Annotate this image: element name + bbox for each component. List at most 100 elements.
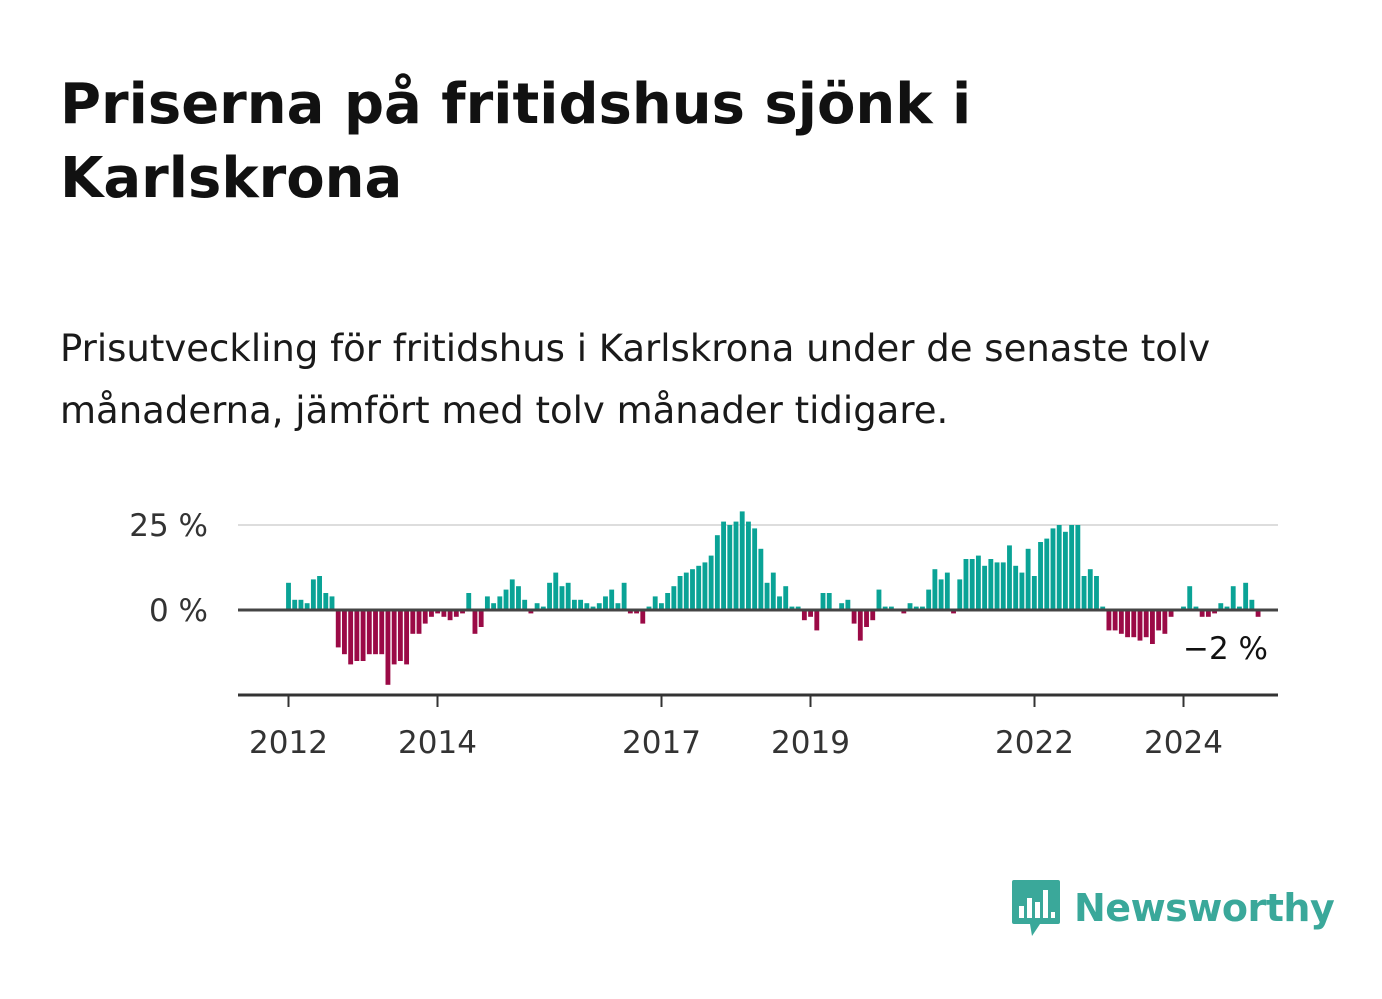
bar bbox=[764, 582, 770, 610]
chart-title: Priserna på fritidshus sjönk i Karlskron… bbox=[60, 72, 972, 211]
bar bbox=[1205, 610, 1211, 617]
bar bbox=[882, 606, 888, 610]
bar bbox=[335, 610, 341, 648]
bar bbox=[397, 610, 403, 661]
bar bbox=[864, 610, 869, 627]
bar bbox=[596, 603, 602, 610]
bar bbox=[1199, 610, 1205, 617]
bar bbox=[789, 606, 795, 610]
bar bbox=[304, 603, 310, 610]
bar bbox=[404, 610, 410, 665]
bar bbox=[963, 559, 969, 610]
bar bbox=[988, 559, 994, 610]
bar bbox=[497, 596, 503, 610]
bar bbox=[1106, 610, 1112, 631]
bar bbox=[1013, 565, 1019, 610]
bar bbox=[329, 596, 335, 610]
bar bbox=[609, 589, 615, 610]
bar bbox=[777, 596, 782, 610]
bar bbox=[640, 610, 646, 624]
bar bbox=[876, 589, 882, 610]
bar bbox=[702, 562, 708, 610]
bar bbox=[808, 610, 814, 617]
bar bbox=[920, 606, 925, 610]
bar bbox=[385, 610, 391, 685]
bar bbox=[1062, 531, 1068, 610]
bar bbox=[1100, 606, 1106, 610]
bar bbox=[683, 572, 689, 610]
bar bbox=[348, 610, 354, 665]
bar bbox=[926, 589, 932, 610]
bar bbox=[658, 603, 664, 610]
bar bbox=[528, 610, 534, 614]
bar bbox=[721, 521, 726, 610]
bar bbox=[1131, 610, 1137, 638]
bar bbox=[1056, 525, 1062, 610]
bar bbox=[1118, 610, 1124, 634]
bar bbox=[453, 610, 459, 617]
bar bbox=[1218, 603, 1224, 610]
bar bbox=[1156, 610, 1162, 631]
x-tick-label: 2022 bbox=[995, 725, 1074, 761]
bar bbox=[969, 559, 975, 610]
bar bbox=[410, 610, 416, 634]
bar bbox=[1007, 545, 1012, 610]
bar bbox=[932, 569, 938, 610]
bar bbox=[540, 606, 546, 610]
last-value-label: −2 % bbox=[1183, 631, 1268, 667]
newsworthy-logo-icon bbox=[1012, 880, 1060, 936]
x-tick-label: 2019 bbox=[771, 725, 850, 761]
bar bbox=[553, 572, 559, 610]
bar bbox=[571, 599, 577, 610]
bar bbox=[752, 528, 758, 610]
bar bbox=[739, 511, 745, 610]
bar bbox=[982, 565, 988, 610]
bar bbox=[1125, 610, 1130, 638]
bar bbox=[503, 589, 509, 610]
bar bbox=[1094, 576, 1099, 610]
bar bbox=[310, 579, 316, 610]
bar bbox=[857, 610, 863, 641]
bar bbox=[708, 555, 714, 610]
bar bbox=[379, 610, 385, 655]
bar bbox=[1031, 576, 1037, 610]
x-tick-label: 2012 bbox=[249, 725, 328, 761]
bar bbox=[429, 610, 434, 617]
bar-chart: 25 % 0 % 2012 2014 2017 2019 2022 2024 −2 % bbox=[129, 508, 1278, 761]
bar bbox=[814, 610, 820, 631]
bar bbox=[851, 610, 857, 624]
bar bbox=[416, 610, 422, 634]
bar bbox=[373, 610, 378, 655]
bar bbox=[484, 596, 490, 610]
bar bbox=[1181, 606, 1186, 610]
x-tick-label: 2017 bbox=[622, 725, 701, 761]
bar bbox=[1255, 610, 1261, 617]
bar bbox=[1143, 610, 1149, 638]
chart-subtitle: Prisutveckling för fritidshus i Karlskro… bbox=[60, 327, 1211, 432]
bar bbox=[615, 603, 621, 610]
bar bbox=[323, 593, 329, 610]
bar bbox=[584, 603, 590, 610]
bar bbox=[441, 610, 447, 617]
bar bbox=[1000, 562, 1006, 610]
bar bbox=[1249, 599, 1255, 610]
bar bbox=[671, 586, 677, 610]
bar bbox=[795, 606, 801, 610]
bar bbox=[603, 596, 608, 610]
bar bbox=[627, 610, 633, 614]
bar bbox=[516, 586, 521, 610]
y-tick-label: 25 % bbox=[129, 508, 208, 544]
bar bbox=[1112, 610, 1118, 631]
bar bbox=[354, 610, 360, 661]
bar bbox=[1044, 538, 1050, 610]
bar bbox=[634, 610, 639, 614]
bar bbox=[391, 610, 397, 665]
bar bbox=[1081, 576, 1087, 610]
bar bbox=[286, 582, 291, 610]
bar bbox=[491, 603, 497, 610]
bar bbox=[770, 572, 776, 610]
bar bbox=[522, 599, 528, 610]
bar bbox=[460, 610, 465, 614]
bar bbox=[1168, 610, 1174, 617]
bar bbox=[652, 596, 658, 610]
